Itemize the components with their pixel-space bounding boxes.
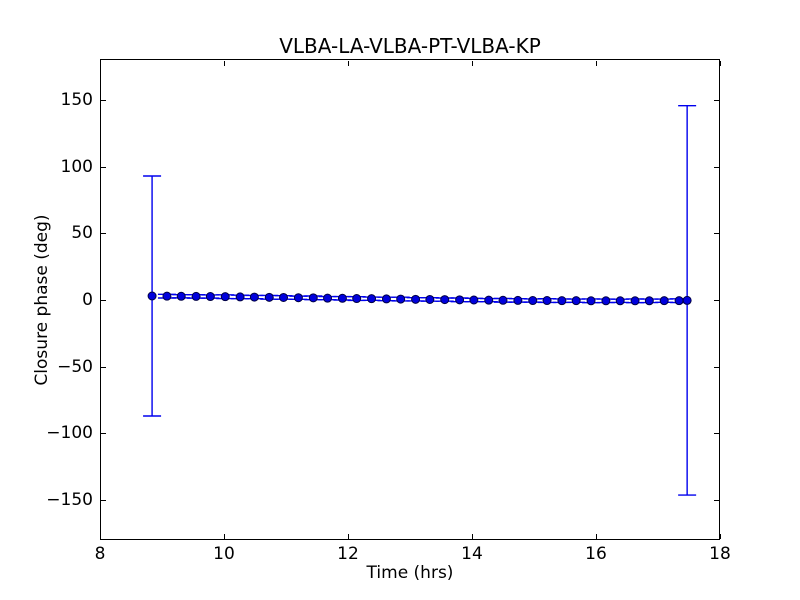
data-point: [571, 296, 581, 306]
data-point: [425, 294, 435, 304]
data-point: [615, 296, 625, 306]
x-tick-label: 10: [213, 544, 235, 564]
data-point: [396, 294, 406, 304]
x-tick-mark: [472, 61, 473, 66]
y-tick-mark: [101, 167, 106, 168]
data-point: [630, 296, 640, 306]
x-tick-mark: [224, 61, 225, 66]
x-tick-mark: [720, 61, 721, 66]
data-point: [367, 294, 377, 304]
y-tick-mark: [101, 367, 106, 368]
data-point: [205, 292, 215, 302]
data-point: [469, 295, 479, 305]
y-tick-mark: [714, 433, 719, 434]
data-point: [557, 296, 567, 306]
y-tick-label: 0: [82, 290, 93, 310]
y-tick-label: −50: [57, 357, 93, 377]
x-tick-mark: [472, 534, 473, 539]
y-tick-mark: [714, 167, 719, 168]
y-tick-mark: [714, 500, 719, 501]
x-tick-label: 14: [461, 544, 483, 564]
data-point: [659, 296, 669, 306]
data-point: [147, 291, 157, 301]
data-point: [249, 292, 259, 302]
y-tick-mark: [714, 233, 719, 234]
x-tick-label: 8: [94, 544, 106, 564]
y-tick-label: 150: [60, 90, 93, 110]
data-point: [586, 296, 596, 306]
data-point: [682, 295, 692, 305]
data-point: [264, 292, 274, 302]
y-tick-mark: [714, 300, 719, 301]
y-tick-mark: [101, 300, 106, 301]
x-tick-mark: [348, 534, 349, 539]
y-tick-mark: [101, 500, 106, 501]
data-point: [308, 293, 318, 303]
x-tick-mark: [348, 61, 349, 66]
y-tick-mark: [101, 233, 106, 234]
data-point: [176, 291, 186, 301]
data-point: [601, 296, 611, 306]
y-tick-label: −150: [46, 490, 93, 510]
x-tick-mark: [100, 61, 101, 66]
y-tick-mark: [714, 100, 719, 101]
data-point: [220, 292, 230, 302]
x-tick-label: 16: [585, 544, 607, 564]
data-point: [293, 293, 303, 303]
y-tick-label: 100: [60, 157, 93, 177]
x-tick-label: 12: [337, 544, 359, 564]
y-tick-mark: [101, 433, 106, 434]
data-point: [484, 295, 494, 305]
x-tick-mark: [596, 534, 597, 539]
data-point: [644, 296, 654, 306]
y-tick-mark: [714, 367, 719, 368]
y-tick-label: 50: [71, 223, 93, 243]
data-point: [162, 291, 172, 301]
chart-title: VLBA-LA-VLBA-PT-VLBA-KP: [279, 34, 541, 58]
y-tick-label: −100: [46, 423, 93, 443]
data-point: [440, 295, 450, 305]
data-point: [674, 296, 684, 306]
data-point: [381, 294, 391, 304]
data-point: [279, 292, 289, 302]
x-tick-mark: [224, 534, 225, 539]
data-point: [513, 295, 523, 305]
data-point: [455, 295, 465, 305]
x-tick-mark: [720, 534, 721, 539]
x-tick-mark: [100, 534, 101, 539]
data-point: [411, 294, 421, 304]
y-tick-mark: [101, 100, 106, 101]
data-point: [352, 294, 362, 304]
x-tick-mark: [596, 61, 597, 66]
data-point: [323, 293, 333, 303]
data-point: [235, 292, 245, 302]
x-tick-label: 18: [709, 544, 731, 564]
data-point: [498, 295, 508, 305]
x-axis-label: Time (hrs): [366, 563, 454, 583]
data-point: [542, 296, 552, 306]
data-point: [528, 296, 538, 306]
data-point: [337, 293, 347, 303]
data-point: [191, 291, 201, 301]
